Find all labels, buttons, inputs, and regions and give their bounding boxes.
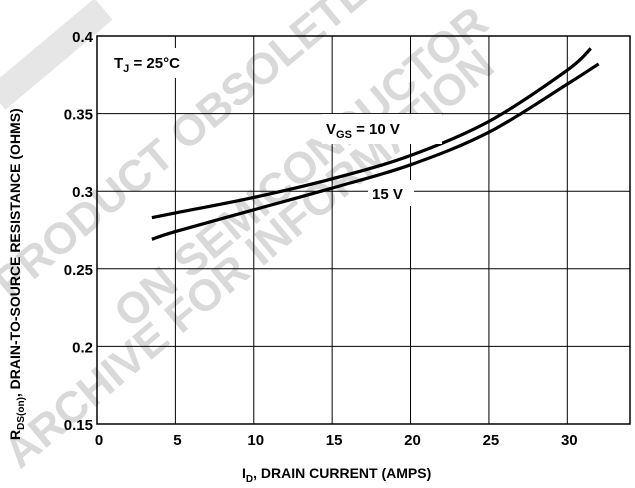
- watermark: ARCHIVE FOR INFORMATION PRODUCT OBSOLETE…: [0, 0, 503, 478]
- series-line-vgs-15v: [151, 62, 600, 241]
- annotation-background-15v: [368, 180, 414, 206]
- annotation-tj: TJ = 25°C: [114, 55, 180, 75]
- x-tick-label: 30: [561, 432, 578, 449]
- y-tick-label: 0.3: [72, 184, 93, 201]
- watermark-stripe: [0, 0, 113, 110]
- y-tick-label: 0.35: [64, 107, 93, 124]
- plot-border: [96, 35, 631, 425]
- x-tick-label: 20: [404, 432, 421, 449]
- series-line-vgs-10v: [151, 47, 592, 220]
- y-axis-label: RDS(on), DRAIN-TO-SOURCE RESISTANCE (OHM…: [7, 108, 27, 440]
- y-tick-label: 0.25: [64, 262, 93, 279]
- plot-frame: [96, 35, 631, 425]
- annotation-background-tj: [108, 48, 208, 78]
- y-tick-label: 0.2: [72, 339, 93, 356]
- x-tick-label: 0: [95, 432, 103, 449]
- annotation-vgs10: VGS = 10 V: [326, 121, 400, 141]
- x-axis-label: ID, DRAIN CURRENT (AMPS): [242, 465, 431, 485]
- series-lines: [151, 47, 600, 241]
- y-tick-label: 0.4: [72, 29, 94, 46]
- x-tick-label: 10: [247, 432, 264, 449]
- y-tick-labels: 0.15 0.2 0.25 0.3 0.35 0.4: [64, 29, 94, 434]
- x-tick-label: 25: [483, 432, 500, 449]
- x-tick-label: 15: [326, 432, 343, 449]
- grid: [97, 36, 630, 424]
- annotation-15v: 15 V: [372, 186, 403, 203]
- x-tick-labels: 0 5 10 15 20 25 30: [95, 432, 578, 449]
- y-tick-label: 0.15: [64, 417, 93, 434]
- annotation-background-vgs10: [322, 114, 442, 144]
- x-tick-label: 5: [173, 432, 181, 449]
